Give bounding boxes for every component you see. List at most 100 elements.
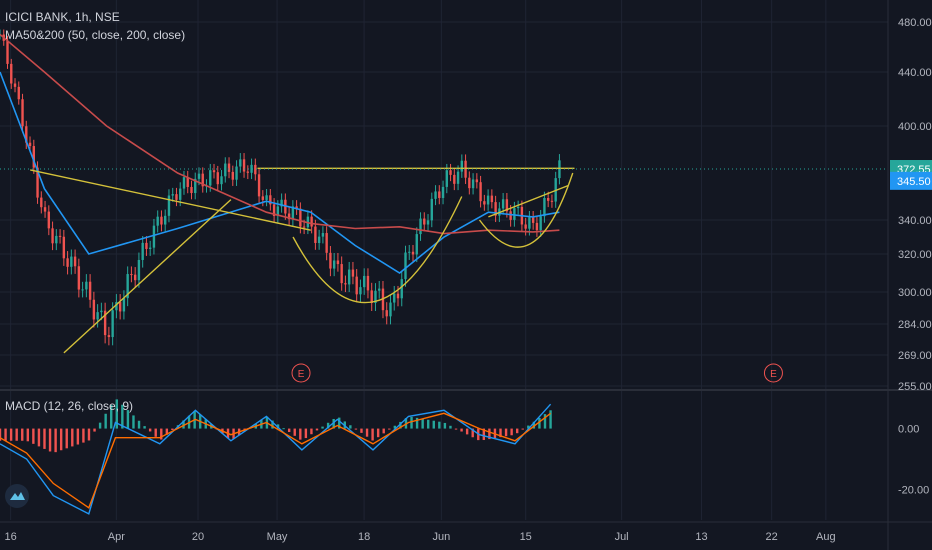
candle-body bbox=[355, 276, 358, 295]
candle-body bbox=[186, 177, 189, 187]
candle-body bbox=[167, 195, 171, 216]
candle-body bbox=[100, 310, 103, 313]
macd-histogram-bar bbox=[427, 419, 430, 429]
candle-body bbox=[242, 159, 246, 172]
ma-value-tag-label: 345.50 bbox=[897, 176, 931, 188]
macd-histogram-bar bbox=[304, 428, 308, 439]
earnings-event-label: E bbox=[298, 369, 305, 380]
candle-body bbox=[77, 266, 81, 290]
candle-body bbox=[460, 160, 464, 172]
candle-body bbox=[115, 302, 118, 311]
candle-body bbox=[36, 167, 39, 198]
symbol-legend[interactable]: ICICI BANK, 1h, NSE bbox=[5, 10, 120, 24]
macd-histogram-bar bbox=[321, 426, 324, 429]
candle-body bbox=[88, 281, 92, 300]
candle-body bbox=[254, 164, 257, 175]
macd-histogram-bar bbox=[415, 417, 419, 429]
candle-body bbox=[47, 211, 51, 229]
candle-body bbox=[25, 126, 28, 143]
price-tick-label: 269.00 bbox=[898, 350, 932, 362]
ma50-line bbox=[0, 71, 560, 274]
candle-body bbox=[280, 199, 283, 207]
tradingview-logo-icon[interactable] bbox=[5, 484, 29, 508]
candle-body bbox=[133, 274, 137, 281]
candle-body bbox=[122, 298, 126, 312]
candle-body bbox=[340, 264, 343, 284]
macd-histogram-bar bbox=[59, 428, 63, 451]
candle-body bbox=[430, 198, 433, 221]
candle-body bbox=[366, 275, 370, 291]
candle-body bbox=[40, 197, 43, 208]
candle-body bbox=[404, 252, 407, 280]
macd-histogram-bar bbox=[82, 428, 85, 443]
candle-body bbox=[269, 195, 272, 205]
macd-histogram-bar bbox=[115, 399, 118, 429]
candle-body bbox=[194, 178, 197, 194]
ma-value-tag bbox=[890, 171, 932, 190]
candle-body bbox=[479, 182, 482, 202]
macd-histogram-bar bbox=[132, 415, 135, 429]
macd-histogram-bar bbox=[21, 428, 24, 441]
candle-body bbox=[239, 159, 242, 167]
ma200-line bbox=[0, 33, 560, 235]
candle-body bbox=[321, 233, 325, 237]
candle-body bbox=[347, 269, 351, 285]
candle-body bbox=[171, 194, 174, 196]
candle-body bbox=[494, 202, 497, 216]
candle-body bbox=[501, 199, 505, 209]
candle-body bbox=[438, 191, 441, 198]
macd-histogram-bar bbox=[482, 428, 486, 441]
macd-histogram-bar bbox=[365, 428, 369, 437]
macd-histogram-bar bbox=[287, 428, 291, 433]
macd-histogram-bar bbox=[9, 428, 13, 441]
macd-histogram-bar bbox=[65, 428, 68, 449]
candle-body bbox=[332, 260, 336, 269]
candle-body bbox=[419, 218, 422, 235]
candle-body bbox=[257, 174, 261, 197]
macd-histogram-bar bbox=[393, 425, 397, 429]
candle-body bbox=[148, 247, 152, 249]
candle-body bbox=[546, 197, 550, 201]
candle-body bbox=[302, 226, 306, 228]
candle-body bbox=[441, 186, 445, 198]
candle-body bbox=[73, 256, 77, 267]
candle-body bbox=[32, 146, 35, 168]
candle-body bbox=[55, 235, 58, 244]
time-tick-label: May bbox=[267, 531, 288, 543]
candle-body bbox=[137, 259, 141, 281]
candle-body bbox=[408, 251, 411, 253]
macd-histogram-bar bbox=[354, 428, 358, 430]
time-tick-label: Jun bbox=[432, 531, 450, 543]
price-tick-label: 440.00 bbox=[898, 67, 932, 79]
candle-body bbox=[445, 170, 449, 187]
macd-histogram-bar bbox=[388, 428, 391, 430]
macd-histogram-bar bbox=[460, 428, 463, 432]
macd-pane[interactable] bbox=[0, 399, 552, 515]
macd-histogram-bar bbox=[449, 425, 452, 429]
price-tick-label: 284.00 bbox=[898, 319, 932, 331]
time-tick-label: Jul bbox=[615, 531, 629, 543]
macd-histogram-bar bbox=[182, 420, 185, 429]
macd-histogram-bar bbox=[310, 428, 313, 435]
candle-body bbox=[475, 179, 479, 183]
macd-histogram-bar bbox=[532, 421, 536, 429]
candle-body bbox=[550, 200, 554, 202]
macd-histogram-bar bbox=[349, 425, 352, 429]
macd-legend[interactable]: MACD (12, 26, close, 9) bbox=[5, 399, 134, 413]
macd-histogram-bar bbox=[93, 428, 96, 432]
candle-body bbox=[17, 86, 20, 100]
price-axis[interactable]: 480.00 440.00 400.00 340.00 320.00 300.00 284.… bbox=[890, 17, 932, 497]
macd-tick-label: 0.00 bbox=[898, 424, 919, 436]
candle-body bbox=[291, 206, 295, 220]
macd-histogram-bar bbox=[126, 410, 130, 429]
candle-body bbox=[156, 216, 159, 226]
macd-histogram-bar bbox=[432, 420, 435, 429]
candle-body bbox=[310, 216, 313, 227]
macd-histogram-bar bbox=[171, 428, 174, 430]
candle-body bbox=[374, 290, 377, 303]
ma-legend[interactable]: MA50&200 (50, close, 200, close) bbox=[5, 28, 186, 42]
time-axis[interactable]: 16 Apr 20 May 18 Jun 15 Jul 13 22 Aug bbox=[5, 531, 836, 543]
